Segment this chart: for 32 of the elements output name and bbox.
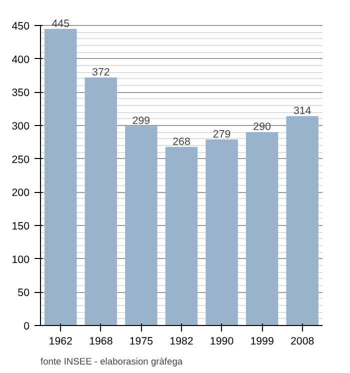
y-tick-label: 0 [24, 320, 30, 332]
data-label: 445 [52, 18, 70, 30]
data-label: 299 [132, 115, 150, 128]
y-tick-label: 450 [12, 20, 30, 32]
bar [125, 126, 158, 326]
source-note: fonte INSEE - elaborasion gràfega [40, 356, 184, 366]
y-tick-label: 200 [12, 187, 30, 200]
y-tick-label: 350 [12, 87, 30, 100]
y-tick-label: 50 [18, 287, 30, 300]
data-label: 279 [212, 128, 231, 140]
x-tick-label: 1962 [48, 336, 73, 348]
x-tick-label: 1999 [250, 336, 274, 348]
x-tick-label: 1975 [129, 336, 154, 348]
x-tick-label: 1968 [89, 336, 113, 348]
bar [44, 28, 77, 326]
x-tick-label: 1982 [170, 336, 194, 348]
data-label: 290 [253, 121, 272, 134]
x-tick-label: 1990 [210, 336, 234, 348]
y-tick-label: 250 [12, 154, 30, 166]
data-label: 372 [92, 66, 110, 78]
y-tick-label: 150 [12, 220, 30, 232]
data-label: 268 [172, 136, 190, 148]
y-tick-label: 100 [12, 254, 30, 266]
x-tick-label: 2008 [290, 336, 314, 348]
bar [246, 132, 278, 326]
bar [206, 140, 238, 326]
bar [286, 116, 318, 326]
y-tick-label: 300 [12, 120, 30, 132]
data-label: 314 [293, 105, 312, 118]
bar [84, 78, 118, 326]
bar [165, 146, 198, 326]
y-tick-label: 400 [12, 54, 30, 66]
